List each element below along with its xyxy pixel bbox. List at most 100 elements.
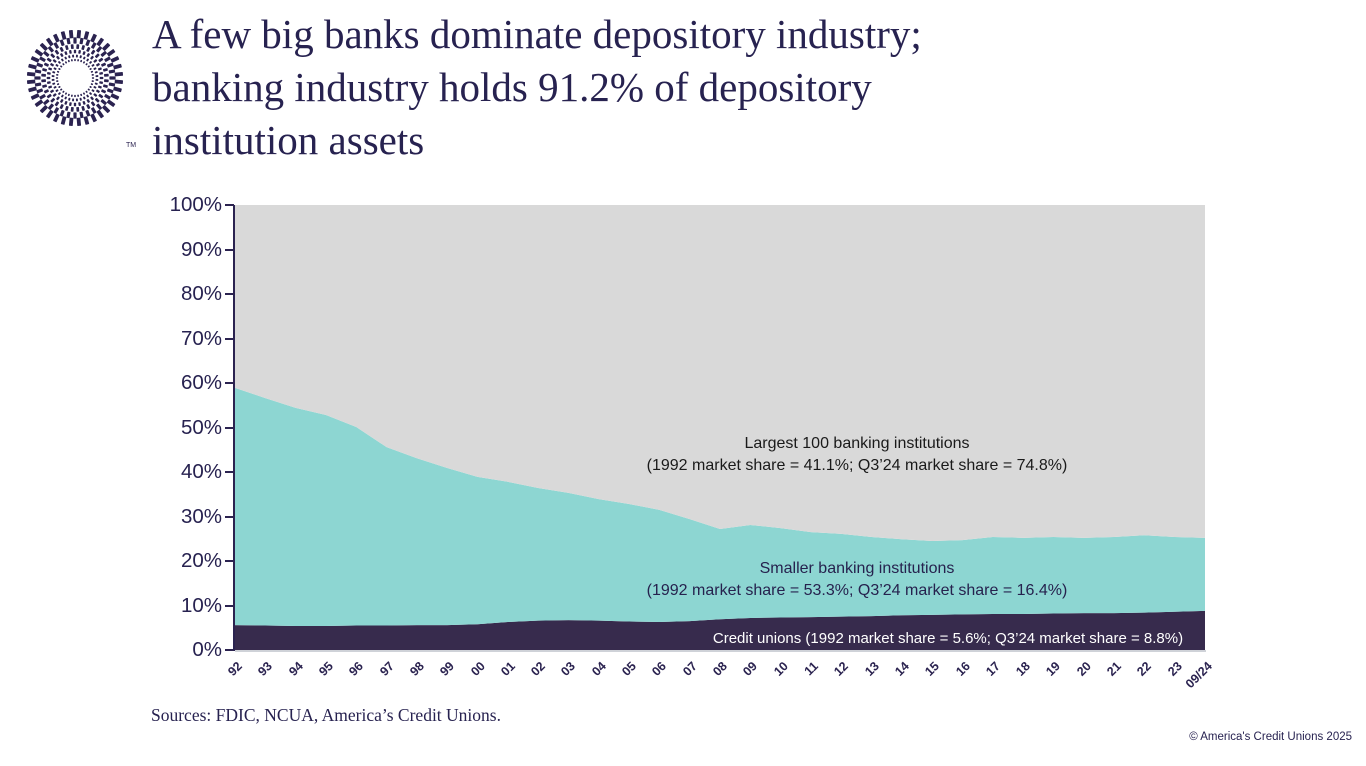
- logo-dot: [68, 29, 74, 39]
- logo-dot: [47, 81, 51, 84]
- logo-dot: [60, 31, 67, 40]
- logo-dot: [60, 65, 63, 68]
- logo-dot: [34, 49, 44, 57]
- logo-dot: [46, 93, 52, 99]
- logo-dot: [76, 107, 80, 112]
- logo-dot: [68, 55, 71, 59]
- logo-dot: [83, 56, 86, 60]
- logo-dot: [65, 105, 69, 111]
- logo-dot: [61, 58, 64, 62]
- trademark-symbol: TM: [126, 142, 137, 149]
- title-line-2: banking industry holds 91.2% of deposito…: [152, 64, 872, 110]
- logo-dot: [56, 70, 60, 73]
- logo-dot: [89, 85, 92, 89]
- logo-dot: [113, 63, 122, 70]
- logo-dot: [64, 96, 67, 100]
- logo-dot: [86, 99, 90, 103]
- y-tick-mark: [225, 560, 234, 562]
- logo-dot: [81, 105, 85, 111]
- logo-dot: [53, 113, 60, 123]
- logo-dot: [75, 98, 78, 102]
- logo-dot: [47, 103, 54, 110]
- logo-dot: [52, 93, 57, 97]
- logo-dot: [82, 100, 86, 105]
- logo-dot: [58, 67, 61, 71]
- y-tick-label-50: 50%: [180, 415, 222, 439]
- logo-dot: [56, 83, 60, 86]
- logo-dot: [87, 88, 90, 91]
- logo-dot: [73, 49, 77, 54]
- logo-dot: [59, 39, 65, 47]
- logo-dot: [90, 33, 97, 43]
- logo-dot: [106, 88, 114, 94]
- logo-dot: [91, 73, 94, 76]
- y-tick-mark: [225, 515, 234, 518]
- logo-dot: [89, 61, 92, 64]
- logo-dot: [91, 64, 95, 67]
- logo-dot: [68, 117, 74, 127]
- logo-dot: [56, 80, 59, 83]
- logo-dot: [93, 59, 98, 63]
- logo-dot: [54, 101, 60, 107]
- logo-dot: [99, 81, 103, 84]
- logo-dot: [89, 67, 92, 71]
- logo-dot: [108, 82, 116, 87]
- logo-dot: [50, 53, 56, 59]
- logo-dot: [53, 67, 57, 70]
- logo-dot: [64, 61, 68, 64]
- logo-dot: [93, 93, 98, 97]
- logo-dot: [90, 70, 94, 73]
- x-axis-line: [235, 650, 1206, 652]
- logo-dot: [85, 90, 88, 93]
- logo-dot: [59, 104, 64, 110]
- logo-dot: [61, 94, 64, 98]
- logo-dot: [64, 56, 67, 60]
- logo-dot: [99, 76, 104, 80]
- logo-dot: [50, 89, 54, 93]
- logo-dot: [114, 79, 124, 85]
- logo-dot: [34, 82, 42, 87]
- logo-dot: [46, 37, 54, 47]
- logo-dot: [58, 92, 61, 95]
- logo-dot: [78, 50, 81, 54]
- logo-dot: [64, 92, 68, 95]
- logo-dot: [96, 63, 100, 67]
- logo-dot: [86, 94, 89, 98]
- logo-dot: [106, 49, 116, 57]
- logo-dot: [50, 63, 54, 67]
- logo-dot: [104, 79, 109, 83]
- logo-dot: [79, 37, 84, 45]
- logo-dot: [90, 49, 96, 55]
- logo-dot: [50, 97, 56, 103]
- logo-dot: [47, 46, 54, 53]
- sources-note: Sources: FDIC, NCUA, America’s Credit Un…: [151, 705, 501, 725]
- y-tick-mark: [225, 426, 234, 429]
- logo-dot: [73, 37, 77, 44]
- logo-dot: [62, 63, 65, 66]
- logo-dot: [76, 44, 80, 49]
- logo-dot: [39, 56, 46, 62]
- logo-dot: [106, 62, 114, 68]
- logo-dot: [72, 54, 75, 58]
- logo-dot: [80, 93, 83, 97]
- logo-dot: [52, 82, 56, 85]
- logo-dot: [53, 42, 59, 49]
- logo-dot: [77, 94, 80, 97]
- logo-dot: [97, 67, 102, 71]
- annotation-line: Largest 100 banking institutions: [744, 435, 970, 452]
- logo-dot: [59, 46, 64, 52]
- logo-dot: [73, 112, 77, 119]
- annotation-line: Credit unions (1992 market share = 5.6%;…: [712, 630, 1184, 647]
- y-tick-label-30: 30%: [180, 504, 222, 528]
- logo-dot: [73, 102, 77, 107]
- annotation-smaller-banks: Smaller banking institutions (1992 marke…: [547, 558, 1167, 602]
- americas-credit-unions-logo: TM: [26, 29, 137, 149]
- y-tick-mark: [225, 337, 234, 340]
- logo-dot: [48, 67, 53, 71]
- logo-dot: [56, 73, 59, 76]
- logo-dot: [96, 46, 103, 53]
- logo-dot: [72, 98, 75, 102]
- logo-dot: [47, 72, 51, 75]
- logo-dot: [85, 109, 91, 117]
- logo-dot: [102, 42, 111, 51]
